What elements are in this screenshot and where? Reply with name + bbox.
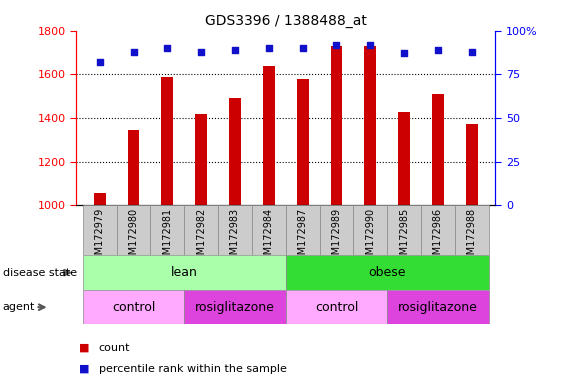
Text: lean: lean [171, 266, 198, 279]
Text: GSM172979: GSM172979 [95, 208, 105, 267]
FancyBboxPatch shape [286, 255, 489, 290]
Bar [195, 114, 207, 205]
Bar [297, 79, 309, 205]
Text: GSM172981: GSM172981 [162, 208, 172, 267]
FancyBboxPatch shape [83, 205, 117, 255]
Bar [162, 76, 173, 205]
Text: ■: ■ [79, 364, 90, 374]
FancyBboxPatch shape [320, 205, 354, 255]
Text: obese: obese [368, 266, 406, 279]
Point [467, 49, 476, 55]
Point [298, 45, 307, 51]
FancyBboxPatch shape [150, 205, 184, 255]
Text: count: count [99, 343, 130, 353]
FancyBboxPatch shape [117, 205, 150, 255]
FancyBboxPatch shape [286, 290, 387, 324]
Bar [432, 94, 444, 205]
Point [434, 47, 443, 53]
Text: ■: ■ [79, 343, 90, 353]
Text: GSM172982: GSM172982 [196, 208, 206, 267]
Title: GDS3396 / 1388488_at: GDS3396 / 1388488_at [205, 14, 367, 28]
Bar [94, 194, 106, 205]
Text: GSM172987: GSM172987 [298, 208, 307, 267]
Point [264, 45, 273, 51]
Text: GSM172988: GSM172988 [467, 208, 477, 267]
FancyBboxPatch shape [184, 290, 286, 324]
FancyBboxPatch shape [455, 205, 489, 255]
Point [196, 49, 205, 55]
Text: GSM172989: GSM172989 [332, 208, 342, 267]
Text: control: control [112, 301, 155, 314]
Bar [466, 124, 477, 205]
Point [366, 41, 375, 48]
FancyBboxPatch shape [421, 205, 455, 255]
FancyBboxPatch shape [387, 205, 421, 255]
FancyBboxPatch shape [354, 205, 387, 255]
Text: agent: agent [3, 302, 35, 312]
Text: control: control [315, 301, 358, 314]
Bar [364, 46, 376, 205]
Text: percentile rank within the sample: percentile rank within the sample [99, 364, 287, 374]
FancyBboxPatch shape [83, 290, 184, 324]
Bar [263, 66, 275, 205]
Bar [128, 130, 140, 205]
FancyBboxPatch shape [387, 290, 489, 324]
Text: GSM172990: GSM172990 [365, 208, 376, 267]
Point [230, 47, 239, 53]
Point [129, 49, 138, 55]
Bar [229, 98, 241, 205]
Text: GSM172983: GSM172983 [230, 208, 240, 267]
Bar [398, 111, 410, 205]
FancyBboxPatch shape [184, 205, 218, 255]
FancyBboxPatch shape [286, 205, 320, 255]
Text: GSM172980: GSM172980 [128, 208, 138, 267]
Text: GSM172984: GSM172984 [264, 208, 274, 267]
FancyBboxPatch shape [252, 205, 286, 255]
FancyBboxPatch shape [218, 205, 252, 255]
Point [332, 41, 341, 48]
Text: rosiglitazone: rosiglitazone [195, 301, 275, 314]
Text: disease state: disease state [3, 268, 77, 278]
Text: rosiglitazone: rosiglitazone [398, 301, 478, 314]
Point [163, 45, 172, 51]
Text: GSM172985: GSM172985 [399, 208, 409, 267]
Bar [330, 46, 342, 205]
FancyBboxPatch shape [83, 255, 286, 290]
Point [400, 50, 409, 56]
Point [95, 59, 104, 65]
Text: GSM172986: GSM172986 [433, 208, 443, 267]
